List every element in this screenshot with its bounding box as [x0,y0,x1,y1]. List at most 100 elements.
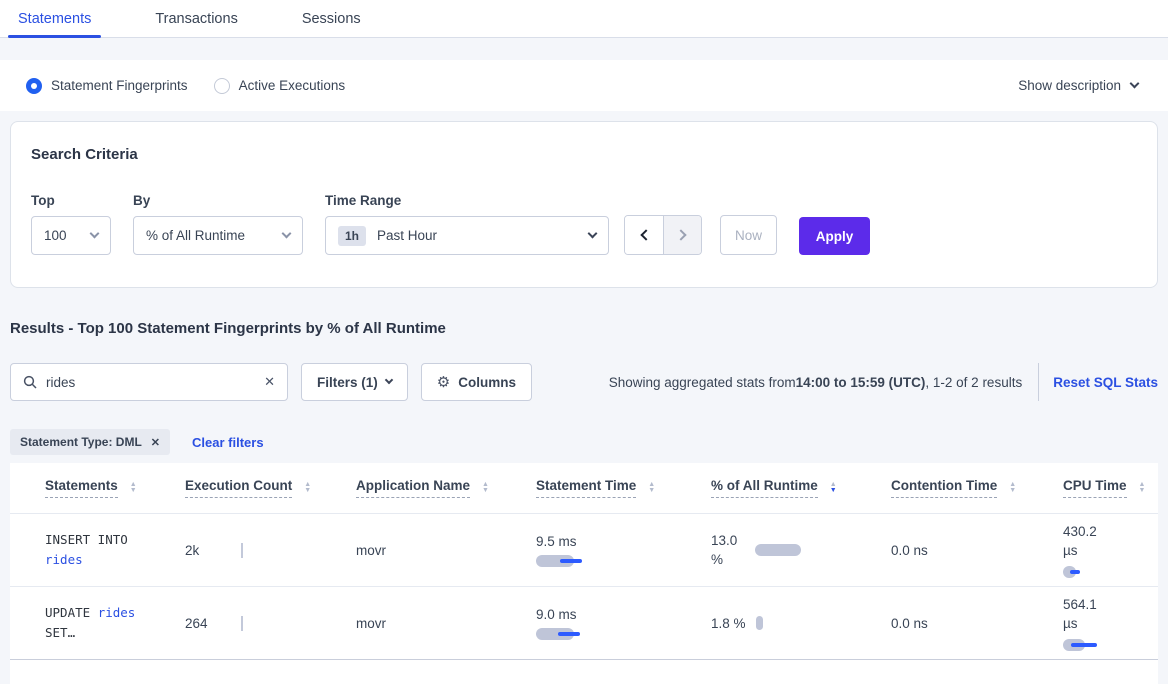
sort-icon: ▲ ▼ [648,481,656,494]
column-header-statements[interactable]: Statements ▲ ▼ [45,478,185,498]
execution-count-cell: 2k [185,542,356,558]
statement-time-bar [536,554,711,567]
time-range-value: Past Hour [377,228,438,243]
chevron-left-icon [639,229,652,241]
radio-unselected-icon [213,77,230,94]
show-description-label: Show description [1018,78,1121,93]
aggregation-status: Showing aggregated stats from 14:00 to 1… [609,375,1022,390]
status-prefix: Showing aggregated stats from [608,374,796,390]
execution-count-bar [241,542,243,558]
filter-chip-statement-type[interactable]: Statement Type: DML ✕ [10,429,171,455]
apply-button[interactable]: Apply [799,217,870,255]
time-range-select[interactable]: 1h Past Hour [325,216,609,255]
column-header-contention-time[interactable]: Contention Time ▲ ▼ [891,478,1063,498]
pct-runtime-value: 13.0 % [711,533,738,567]
column-header-pct-runtime[interactable]: % of All Runtime ▲ ▼ [711,478,891,498]
filter-chip-label: Statement Type: DML [20,435,142,449]
column-header-statement-time[interactable]: Statement Time ▲ ▼ [536,478,711,498]
filters-button-label: Filters (1) [317,374,378,390]
table-row: INSERT INTO rides 2k movr 9.5 ms 13.0 % … [10,513,1158,586]
next-range-button[interactable] [663,216,701,254]
table-row: UPDATE rides SET… 264 movr 9.0 ms 1.8 % … [10,586,1158,659]
statement-link[interactable]: rides [97,605,136,620]
chevron-down-icon [1129,78,1140,89]
now-button-label: Now [734,227,762,243]
by-label: By [133,193,151,208]
divider [1038,363,1040,401]
column-header-cpu-time[interactable]: CPU Time ▲ ▼ [1063,478,1158,498]
status-suffix: , 1-2 of 2 results [925,374,1023,390]
status-time-window: 14:00 to 15:59 (UTC) [795,374,926,390]
pct-runtime-bar [755,544,801,556]
remove-filter-icon[interactable]: ✕ [150,436,161,449]
pct-runtime-value: 1.8 % [711,615,746,631]
tab-transactions[interactable]: Transactions [155,11,238,27]
tab-sessions[interactable]: Sessions [301,11,361,27]
by-select[interactable]: % of All Runtime [133,216,303,255]
time-range-badge: 1h [338,225,367,246]
by-field: By % of All Runtime [133,193,303,255]
search-box: ✕ [10,363,288,401]
top-tabbar: Statements Transactions Sessions [0,0,1168,38]
columns-button[interactable]: ⚙ Columns [420,363,532,401]
statement-time-value: 9.0 ms [536,606,577,622]
table-bottom-border [10,659,1158,674]
sort-icon-active-desc: ▲ ▼ [829,481,837,494]
table-header-row: Statements ▲ ▼ Execution Count ▲ ▼ Applica… [10,463,1158,513]
results-table: Statements ▲ ▼ Execution Count ▲ ▼ Applica… [10,463,1158,684]
statement-cell: UPDATE rides SET… [45,603,163,643]
cpu-time-cell: 564.1 µs [1063,595,1158,651]
show-description-toggle[interactable]: Show description [1018,78,1140,93]
statement-text: INSERT INTO [45,532,128,547]
cpu-time-cell: 430.2 µs [1063,522,1158,578]
clear-search-icon[interactable]: ✕ [264,374,275,389]
cpu-time-value: 430.2 µs [1063,524,1097,558]
top-select-value: 100 [44,228,67,243]
previous-range-button[interactable] [625,216,663,254]
search-criteria-card: Search Criteria Top 100 By % of All Runt… [10,121,1158,288]
results-toolbar: ✕ Filters (1) ⚙ Columns Showing aggregat… [10,363,1158,401]
radio-active-executions[interactable]: Active Executions [213,77,345,94]
top-select[interactable]: 100 [31,216,111,255]
clear-filters-link[interactable]: Clear filters [192,434,264,450]
statement-time-cell: 9.0 ms [536,607,711,640]
execution-count-cell: 264 [185,615,356,631]
top-label: Top [31,193,55,208]
reset-sql-stats-link[interactable]: Reset SQL Stats [1053,374,1158,390]
by-select-value: % of All Runtime [146,228,246,243]
column-header-execution-count[interactable]: Execution Count ▲ ▼ [185,478,356,498]
cpu-time-bar [1063,566,1158,578]
contention-time-cell: 0.0 ns [891,542,928,558]
execution-count-value: 2k [185,542,200,558]
application-name-cell: movr [356,615,386,631]
filter-chip-row: Statement Type: DML ✕ Clear filters [10,429,1158,455]
execution-count-value: 264 [185,615,208,631]
execution-count-bar [241,615,243,631]
tab-statements[interactable]: Statements [8,2,102,38]
now-button[interactable]: Now [720,215,777,255]
statement-time-value: 9.5 ms [536,533,577,549]
pct-runtime-cell: 1.8 % [711,614,891,633]
radio-selected-icon [26,77,42,94]
statement-time-bar [536,627,711,640]
statement-link[interactable]: rides [45,552,83,567]
statement-text: SET… [45,625,76,640]
chevron-right-icon [675,229,687,241]
search-icon [23,375,37,389]
chevron-down-icon [587,228,598,239]
search-input[interactable] [46,374,265,390]
statement-cell: INSERT INTO rides [45,530,163,570]
application-name-cell: movr [356,542,386,558]
search-criteria-title: Search Criteria [31,146,138,163]
column-header-application-name[interactable]: Application Name ▲ ▼ [356,478,536,498]
columns-button-label: Columns [458,374,516,390]
chevron-down-icon [384,375,394,385]
sort-icon: ▲ ▼ [129,481,137,494]
statement-time-cell: 9.5 ms [536,534,711,567]
time-range-label: Time Range [325,193,402,208]
radio-statement-fingerprints[interactable]: Statement Fingerprints [26,77,188,94]
chevron-down-icon [281,228,292,239]
time-range-field: Time Range 1h Past Hour [325,193,609,255]
filters-button[interactable]: Filters (1) [301,363,408,401]
cpu-time-bar [1063,639,1158,651]
